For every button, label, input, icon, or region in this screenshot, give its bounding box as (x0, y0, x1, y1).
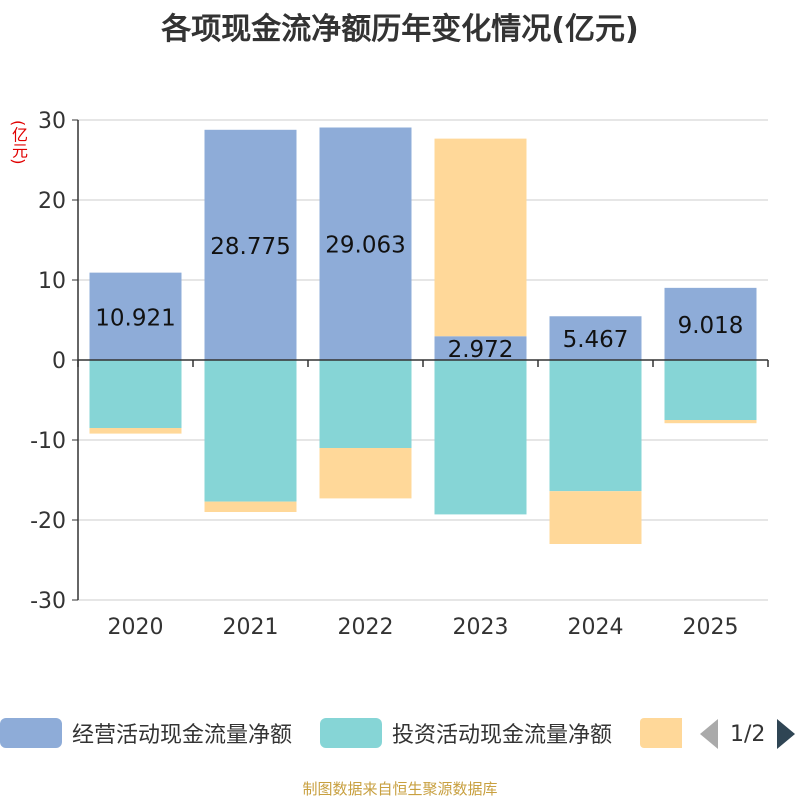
legend-prev-icon[interactable] (700, 719, 718, 749)
legend-swatch-operating (0, 718, 62, 748)
legend-item-financing[interactable] (640, 716, 682, 750)
bar-2022-series-2[interactable] (319, 448, 412, 499)
legend-page-indicator: 1/2 (730, 721, 766, 747)
bar-2023-series-1[interactable] (434, 360, 527, 515)
bar-2021-series-1[interactable] (204, 360, 297, 502)
bar-2020-series-0[interactable] (89, 272, 182, 360)
bar-2023-series-2[interactable] (434, 138, 527, 337)
y-tick-label: 0 (52, 349, 66, 374)
y-tick-label: 30 (38, 109, 66, 134)
legend-item-operating[interactable]: 经营活动现金流量净额 (0, 716, 292, 750)
legend-label-investing: 投资活动现金流量净额 (392, 723, 613, 748)
bar-2025-series-0[interactable] (664, 287, 757, 360)
bar-2021-series-2[interactable] (204, 501, 297, 512)
y-tick-label: -30 (30, 589, 66, 614)
data-label-2022: 29.063 (325, 233, 405, 259)
legend-item-investing[interactable]: 投资活动现金流量净额 (320, 716, 612, 750)
bar-2022-series-0[interactable] (319, 127, 412, 360)
data-label-2020: 10.921 (95, 305, 175, 331)
bar-2021-series-0[interactable] (204, 129, 297, 360)
bar-2024-series-0[interactable] (549, 316, 642, 360)
chart-area: 30 20 10 0 -10 -20 -30 2020 2021 2022 2023 2024 2025… (30, 109, 769, 640)
data-label-2021: 28.775 (210, 234, 290, 260)
legend-label-operating: 经营活动现金流量净额 (72, 723, 293, 748)
legend-pager: 1/2 (700, 716, 796, 752)
x-tick-label: 2020 (108, 615, 164, 640)
bar-2022-series-1[interactable] (319, 360, 412, 448)
data-label-2024: 5.467 (563, 327, 629, 353)
x-tick-label: 2022 (338, 615, 394, 640)
y-tick-label: 10 (38, 269, 66, 294)
y-tick-label: -20 (30, 509, 66, 534)
data-label-2023: 2.972 (448, 337, 514, 363)
data-label-2025: 9.018 (678, 313, 744, 339)
source-note: 制图数据来自恒生聚源数据库 (302, 780, 498, 798)
y-axis-unit-label: (亿元) (9, 120, 28, 165)
y-tick-label: -10 (30, 429, 66, 454)
legend-next-icon[interactable] (777, 719, 796, 749)
x-tick-label: 2024 (568, 615, 624, 640)
legend-swatch-investing (320, 718, 382, 748)
x-tick-label: 2025 (683, 615, 739, 640)
bar-2020-series-2[interactable] (89, 428, 182, 434)
bar-2023-series-0[interactable] (434, 336, 527, 360)
x-tick-label: 2021 (223, 615, 279, 640)
y-tick-label: 20 (38, 189, 66, 214)
bar-2020-series-1[interactable] (89, 360, 182, 428)
bar-2024-series-2[interactable] (549, 491, 642, 544)
chart-title: 各项现金流净额历年变化情况(亿元) (161, 12, 639, 47)
x-tick-label: 2023 (453, 615, 509, 640)
bar-2025-series-2[interactable] (664, 420, 757, 424)
bar-2025-series-1[interactable] (664, 360, 757, 420)
legend-swatch-financing (640, 718, 682, 748)
bar-2024-series-1[interactable] (549, 360, 642, 492)
